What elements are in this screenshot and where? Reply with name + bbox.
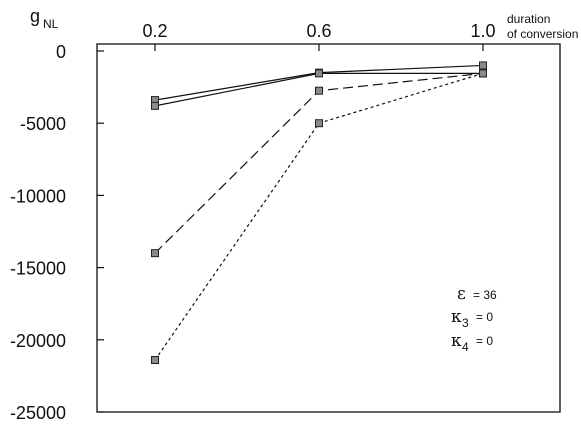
kappa3-subscript: 3 (462, 316, 469, 330)
series-line-3 (154, 72, 484, 254)
y-tick-label: -25000 (10, 403, 66, 423)
x-axis-label-line2: of conversion (507, 27, 578, 41)
plot-frame (96, 43, 561, 413)
y-axis-ticks: 0 -5000 -10000 -15000 -20000 -25000 (10, 42, 104, 423)
x-tick-label: 1.0 (470, 21, 495, 41)
kappa3-symbol: κ (451, 307, 462, 327)
x-axis-label-line1: duration (507, 12, 550, 26)
epsilon-symbol: ε (457, 284, 466, 304)
kappa4-subscript: 4 (462, 340, 469, 354)
annotation-epsilon: ε = 36 (457, 284, 497, 304)
y-tick-label: -5000 (20, 114, 66, 134)
data-point-s1 (479, 61, 487, 70)
data-point-s2 (315, 69, 323, 78)
data-point-s4 (479, 69, 487, 78)
data-point-s3 (315, 86, 323, 95)
y-tick-label: -15000 (10, 259, 66, 279)
y-axis-label-subscript: NL (43, 17, 59, 31)
epsilon-value: = 36 (473, 288, 497, 302)
series-layer (151, 61, 487, 365)
y-tick-label: -10000 (10, 186, 66, 206)
data-point-s4 (315, 119, 323, 128)
series-line-4 (154, 72, 484, 361)
data-point-s2 (151, 101, 159, 110)
data-point-s3 (151, 249, 159, 258)
y-tick-label: 0 (56, 42, 66, 62)
kappa4-value: = 0 (476, 334, 493, 348)
y-tick-label: -20000 (10, 331, 66, 351)
x-tick-label: 0.6 (306, 21, 331, 41)
data-point-s4 (151, 356, 159, 365)
y-axis-label: g (30, 6, 40, 26)
annotation-kappa3: κ 3 = 0 (451, 307, 493, 330)
x-tick-label: 0.2 (142, 21, 167, 41)
x-axis-ticks: 0.2 0.6 1.0 (142, 21, 496, 51)
kappa3-value: = 0 (476, 310, 493, 324)
annotation-kappa4: κ 4 = 0 (451, 331, 493, 354)
kappa4-symbol: κ (451, 331, 462, 351)
